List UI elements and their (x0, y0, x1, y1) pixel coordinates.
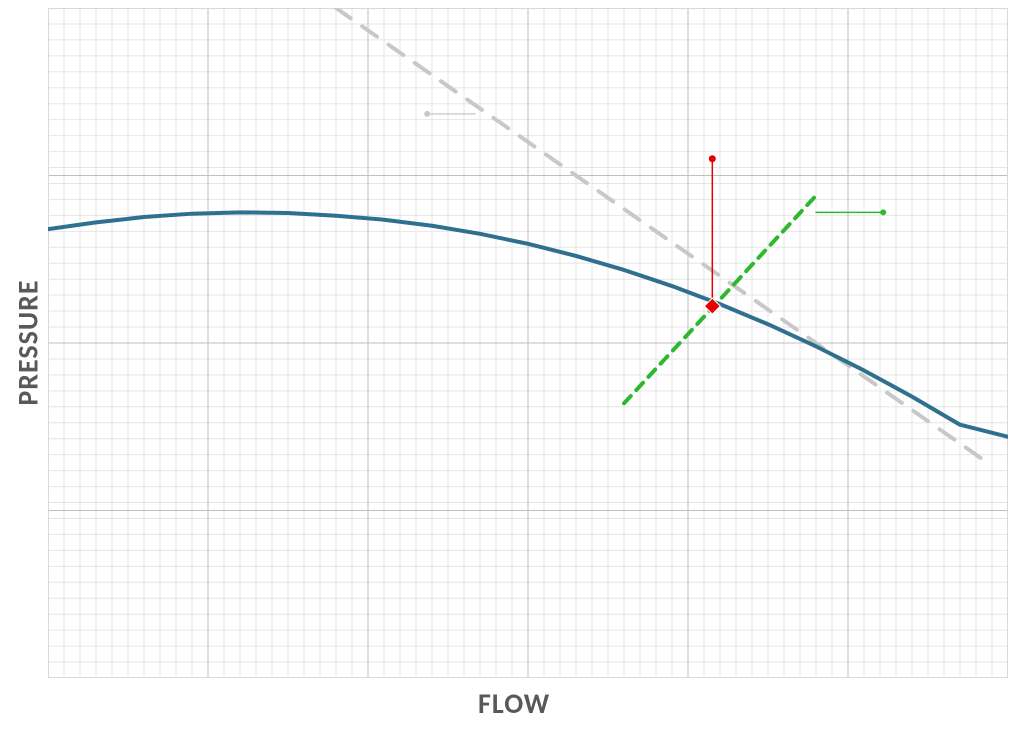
chart-container: FLOW PRESSURE (0, 0, 1022, 737)
y-axis-label: PRESSURE (11, 253, 46, 433)
x-axis-label: FLOW (478, 686, 550, 721)
plot-svg (48, 8, 1008, 678)
